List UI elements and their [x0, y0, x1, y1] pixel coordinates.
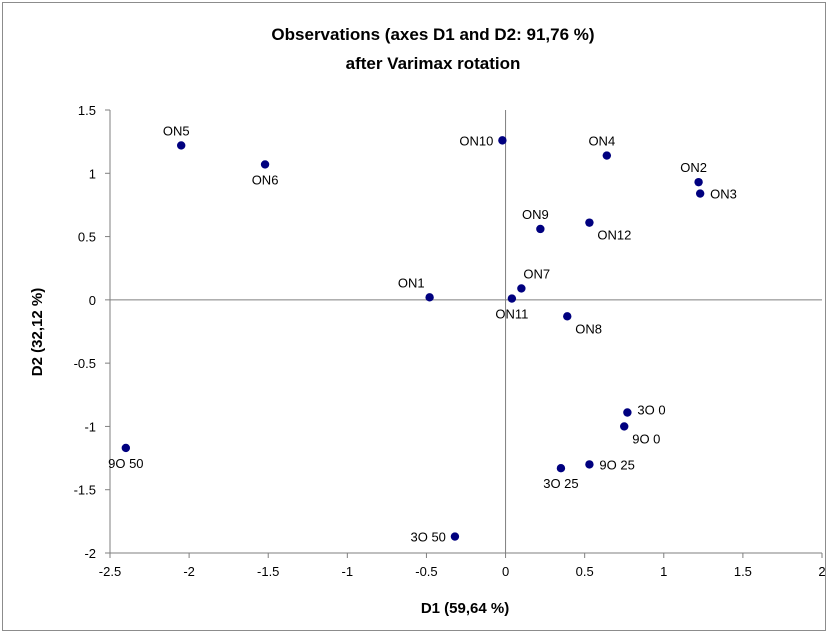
y-tick-label: 0.5	[78, 230, 96, 245]
data-point	[450, 532, 460, 541]
data-points	[121, 136, 705, 541]
point-label: ON10	[459, 133, 493, 148]
y-tick-label: -1.5	[74, 483, 96, 498]
x-tick-label: -2	[183, 564, 195, 579]
data-point	[498, 136, 507, 145]
y-tick-labels: -2 -1.5 -1 -0.5 0 0.5 1 1.5	[74, 103, 96, 561]
data-point	[517, 284, 526, 293]
point-label: ON4	[588, 134, 615, 149]
chart-title-line1: Observations (axes D1 and D2: 91,76 %)	[271, 25, 594, 44]
x-tick-label: -0.5	[415, 564, 437, 579]
point-label: ON9	[522, 207, 549, 222]
point-label: 9O 25	[599, 457, 634, 472]
point-label: ON3	[710, 187, 737, 202]
data-point	[536, 224, 545, 234]
point-label: 9O 50	[108, 456, 143, 471]
point-label: ON1	[398, 275, 425, 290]
data-point	[623, 408, 632, 417]
x-tick-label: 0.5	[576, 564, 594, 579]
y-tick-label: 0	[89, 293, 96, 308]
data-point	[177, 141, 186, 150]
x-tick-labels: -2.5 -2 -1.5 -1 -0.5 0 0.5 1 1.5 2	[99, 564, 826, 579]
data-point	[121, 443, 131, 453]
x-tick-label: 1.5	[734, 564, 752, 579]
y-tick-label: 1.5	[78, 103, 96, 118]
chart-title-line2: after Varimax rotation	[346, 54, 521, 73]
data-point	[556, 463, 566, 473]
x-tick-label: -1.5	[257, 564, 279, 579]
y-axis-label: D2 (32,12 %)	[29, 288, 46, 376]
data-point	[695, 189, 705, 198]
x-tick-label: -1	[342, 564, 354, 579]
x-tick-label: 0	[502, 564, 509, 579]
data-point	[585, 460, 594, 469]
data-point	[563, 312, 572, 321]
x-axis-label: D1 (59,64 %)	[421, 600, 509, 617]
point-label: ON12	[597, 228, 631, 243]
data-point	[585, 218, 594, 227]
point-label: 3O 0	[637, 403, 665, 418]
point-label: ON6	[252, 172, 279, 187]
point-label: ON7	[523, 266, 550, 281]
point-label: ON11	[495, 307, 528, 322]
point-label: ON8	[575, 321, 602, 336]
y-tick-label: -1	[84, 419, 96, 434]
y-tick-label: 1	[89, 166, 96, 181]
y-tick-label: -2	[84, 546, 96, 561]
point-label: 3O 25	[543, 476, 578, 491]
data-point	[602, 151, 612, 160]
data-point	[507, 294, 517, 303]
y-tick-label: -0.5	[74, 356, 96, 371]
x-tick-label: -2.5	[99, 564, 121, 579]
point-label: 3O 50	[411, 530, 446, 545]
x-tick-label: 1	[660, 564, 667, 579]
x-tick-label: 2	[818, 564, 825, 579]
data-point	[620, 422, 629, 431]
point-label: ON2	[680, 160, 707, 175]
point-label: 9O 0	[632, 431, 660, 446]
data-point	[260, 160, 270, 169]
data-point	[425, 293, 434, 302]
data-point	[694, 177, 703, 187]
point-label: ON5	[163, 123, 190, 138]
axes	[105, 109, 823, 558]
